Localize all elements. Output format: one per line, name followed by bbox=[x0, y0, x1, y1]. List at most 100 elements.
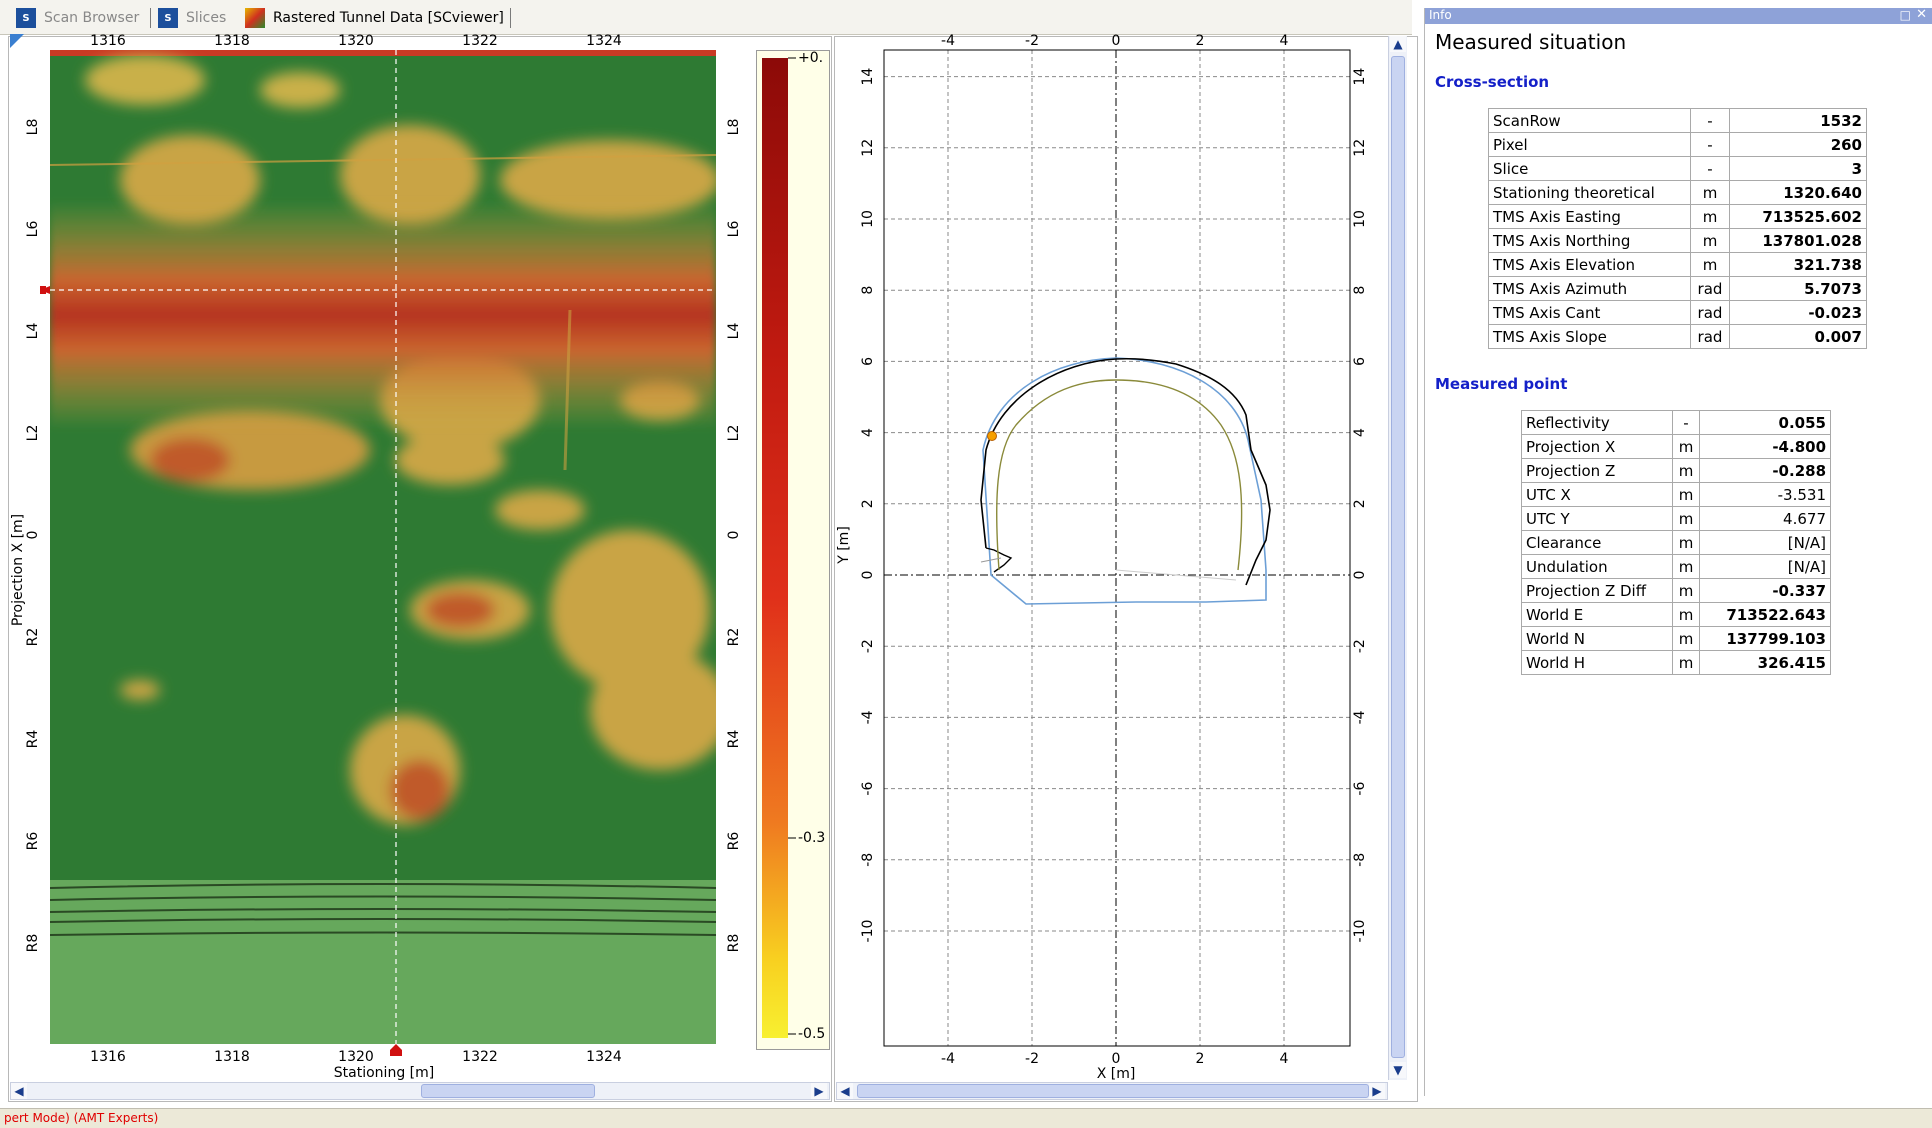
status-text: pert Mode) (AMT Experts) bbox=[4, 1111, 159, 1125]
field-value: 713525.602 bbox=[1729, 204, 1867, 229]
map-x-axis-label: Stationing [m] bbox=[334, 1065, 434, 1080]
tab-scan-browser[interactable]: S Scan Browser bbox=[16, 6, 139, 30]
measured-point-title: Measured point bbox=[1435, 375, 1568, 393]
map-top-tick: 1322 bbox=[462, 33, 498, 49]
scroll-up-icon[interactable]: ▲ bbox=[1390, 36, 1406, 52]
field-value: 0.007 bbox=[1729, 324, 1867, 349]
table-row: Pixel -260 bbox=[1488, 132, 1871, 157]
cross-section-y-tick-right: 2 bbox=[1352, 499, 1368, 508]
cross-section-x-tick: 2 bbox=[1196, 33, 1205, 49]
column-cursor-marker[interactable] bbox=[390, 1044, 402, 1056]
cross-section-title: Cross-section bbox=[1435, 73, 1550, 91]
cross-section-pane bbox=[834, 36, 1418, 1102]
maximize-icon[interactable]: □ bbox=[1899, 8, 1911, 22]
field-unit: rad bbox=[1690, 300, 1730, 325]
table-row: Stationing theoretical m 1320.640 bbox=[1488, 180, 1871, 205]
scrollbar-thumb[interactable] bbox=[857, 1084, 1369, 1098]
cross-section-vertical-scrollbar[interactable]: ▲ ▼ bbox=[1388, 36, 1407, 1080]
colorbar-axis: +0. -0.3 -0.5 bbox=[788, 50, 825, 1042]
field-unit: m bbox=[1672, 482, 1700, 507]
field-name: TMS Axis Azimuth bbox=[1488, 276, 1691, 301]
map-left-tick: R2 bbox=[25, 628, 41, 647]
field-name: Projection X bbox=[1521, 434, 1673, 459]
field-value: 0.055 bbox=[1699, 410, 1831, 435]
cross-section-table: ScanRow -1532 Pixel -260 Slice -3 Stationing t… bbox=[1488, 108, 1871, 349]
scroll-down-icon[interactable]: ▼ bbox=[1390, 1062, 1406, 1078]
field-unit: m bbox=[1672, 458, 1700, 483]
cross-section-y-tick-left: 0 bbox=[860, 571, 876, 580]
table-row: TMS Axis Azimuth rad 5.7073 bbox=[1488, 276, 1871, 301]
map-right-tick: 0 bbox=[726, 531, 742, 540]
scrollbar-thumb[interactable] bbox=[421, 1084, 595, 1098]
cross-section-x-tick: -4 bbox=[941, 33, 955, 49]
map-left-tick: L6 bbox=[25, 221, 41, 238]
field-name: TMS Axis Elevation bbox=[1488, 252, 1691, 277]
map-bottom-tick: 1318 bbox=[214, 1049, 250, 1065]
tab-rastered-tunnel-data[interactable]: Rastered Tunnel Data [SCviewer] bbox=[245, 6, 504, 30]
cross-section-y-tick-left: 10 bbox=[860, 210, 876, 228]
cross-section-horizontal-scrollbar[interactable]: ◀ ▶ bbox=[836, 1082, 1388, 1100]
scroll-left-icon[interactable]: ◀ bbox=[11, 1083, 27, 1099]
map-horizontal-scrollbar[interactable]: ◀ ▶ bbox=[10, 1082, 830, 1100]
map-right-axis: L8 L6 L4 L2 0 R2 R4 R6 R8 bbox=[726, 119, 742, 953]
map-bottom-tick: 1324 bbox=[586, 1049, 622, 1065]
field-unit: m bbox=[1690, 180, 1730, 205]
corner-marker-icon bbox=[10, 34, 24, 48]
colorbar-tick: -0.5 bbox=[798, 1026, 825, 1042]
field-value: -3.531 bbox=[1699, 482, 1831, 507]
field-name: World H bbox=[1521, 650, 1673, 675]
info-heading: Measured situation bbox=[1435, 30, 1627, 54]
map-right-tick: L2 bbox=[726, 425, 742, 442]
scroll-right-icon[interactable]: ▶ bbox=[1369, 1083, 1385, 1099]
field-unit: m bbox=[1690, 252, 1730, 277]
field-value: 4.677 bbox=[1699, 506, 1831, 531]
reflectivity-band bbox=[50, 200, 716, 430]
field-unit: - bbox=[1690, 132, 1730, 157]
map-right-tick: L4 bbox=[726, 323, 742, 340]
field-name: World N bbox=[1521, 626, 1673, 651]
design-profile-line bbox=[982, 357, 1267, 605]
tab-slices[interactable]: S Slices bbox=[158, 6, 226, 30]
map-right-tick: R6 bbox=[726, 832, 742, 851]
field-name: UTC X bbox=[1521, 482, 1673, 507]
clearance-profile-line bbox=[995, 379, 1243, 571]
field-value: 5.7073 bbox=[1729, 276, 1867, 301]
field-value: -0.288 bbox=[1699, 458, 1831, 483]
reflectivity-raster-map[interactable] bbox=[50, 50, 716, 1044]
cross-section-y-tick-left: 8 bbox=[860, 286, 876, 295]
scroll-left-icon[interactable]: ◀ bbox=[837, 1083, 853, 1099]
cross-section-x-tick: 4 bbox=[1280, 1051, 1289, 1067]
table-row: Undulation m [N/A] bbox=[1521, 554, 1835, 579]
field-value: -4.800 bbox=[1699, 434, 1831, 459]
map-right-tick: R4 bbox=[726, 730, 742, 749]
map-bottom-axis: 1316 1318 1320 1322 1324 Stationing [m] bbox=[90, 1044, 622, 1080]
measured-point-marker[interactable] bbox=[987, 431, 997, 441]
cross-section-y-tick-right: -6 bbox=[1352, 782, 1368, 796]
cross-section-x-tick: -2 bbox=[1025, 33, 1039, 49]
cross-section-y-label: Y [m] bbox=[836, 526, 852, 565]
cross-section-x-label: X [m] bbox=[1097, 1066, 1136, 1082]
cross-section-plot[interactable]: -4-4-2-200224416161414121210108866442200… bbox=[836, 30, 1416, 1090]
colorbar-tick: +0. bbox=[798, 50, 823, 66]
map-left-tick: R8 bbox=[25, 934, 41, 953]
cross-section-y-tick-left: 14 bbox=[860, 68, 876, 86]
map-bottom-tick: 1322 bbox=[462, 1049, 498, 1065]
cross-section-y-tick-right: -2 bbox=[1352, 639, 1368, 653]
field-unit: m bbox=[1672, 626, 1700, 651]
map-left-axis: L8 L6 L4 L2 0 R2 R4 R6 R8 Projection X [… bbox=[10, 119, 50, 953]
field-unit: m bbox=[1672, 554, 1700, 579]
field-value: 137799.103 bbox=[1699, 626, 1831, 651]
close-icon[interactable]: ✕ bbox=[1916, 7, 1927, 22]
cross-section-y-tick-right: 8 bbox=[1352, 286, 1368, 295]
cross-section-y-tick-left: 4 bbox=[860, 428, 876, 437]
cross-section-grid bbox=[884, 50, 1350, 1046]
cross-section-y-tick-right: 14 bbox=[1352, 68, 1368, 86]
scrollbar-thumb[interactable] bbox=[1391, 56, 1405, 1058]
info-panel-header: Info □ ✕ bbox=[1425, 7, 1932, 24]
scroll-right-icon[interactable]: ▶ bbox=[811, 1083, 827, 1099]
measured-profile-line bbox=[980, 357, 1271, 586]
field-value: 137801.028 bbox=[1729, 228, 1867, 253]
map-left-tick: L8 bbox=[25, 119, 41, 136]
